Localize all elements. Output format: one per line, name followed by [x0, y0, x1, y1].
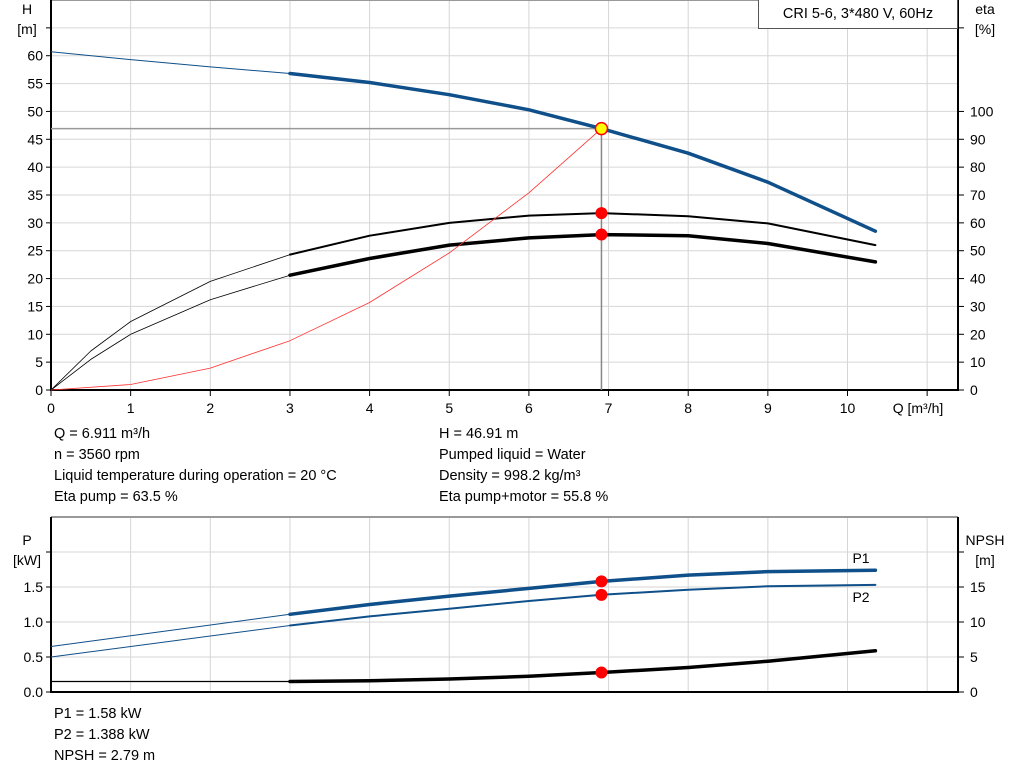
info-density: Density = 998.2 kg/m³	[439, 468, 581, 484]
x-tick-label: 6	[525, 400, 533, 416]
info-p1: P1 = 1.58 kW	[54, 706, 142, 722]
y-tick-label-left: 30	[27, 215, 43, 231]
curve-h	[288, 71, 878, 233]
y-tick-label-right: 100	[970, 103, 994, 119]
curve-p2-thin	[50, 625, 291, 658]
p2-point	[595, 588, 608, 601]
y-tick-label-right: 20	[970, 326, 986, 342]
info-h: H = 46.91 m	[439, 426, 519, 442]
curve-npsh	[288, 648, 878, 684]
eta-total-point	[595, 228, 608, 241]
y-tick-label-right: 80	[970, 159, 986, 175]
y-axis-label-right: NPSH	[966, 532, 1005, 548]
y-tick-label-left: 1.0	[24, 614, 44, 630]
y-tick-label-left: 20	[27, 271, 43, 287]
y-tick-label-right: 10	[970, 614, 986, 630]
y-tick-label-right: 30	[970, 298, 986, 314]
y-tick-label-right: 70	[970, 187, 986, 203]
eta-pump-point	[595, 207, 608, 220]
curve-eta-pump-thin	[50, 254, 291, 391]
curve-system-thin	[50, 128, 602, 391]
x-tick-label: 3	[286, 400, 294, 416]
y-tick-label-right: 0	[970, 382, 978, 398]
info-speed: n = 3560 rpm	[54, 447, 140, 463]
info-q: Q = 6.911 m³/h	[54, 426, 151, 442]
y-tick-label-left: 50	[27, 103, 43, 119]
x-tick-label: 2	[206, 400, 214, 416]
y-tick-label-left: 25	[27, 243, 43, 259]
curve-eta-pump-motor	[288, 232, 878, 277]
y-tick-label-right: 90	[970, 131, 986, 147]
y-tick-label-right: 0	[970, 684, 978, 700]
y-tick-label-right: 50	[970, 243, 986, 259]
y-tick-label-right: 40	[970, 271, 986, 287]
x-tick-label: 0	[47, 400, 55, 416]
y-tick-label-right: 10	[970, 354, 986, 370]
y-axis-label-right: [m]	[975, 552, 994, 568]
y-axis-label-left: [kW]	[13, 552, 41, 568]
y-tick-label-left: 5	[35, 354, 43, 370]
curve-h-thin	[50, 51, 291, 74]
y-tick-label-left: 60	[27, 48, 43, 64]
series-label-p2: P2	[852, 589, 869, 605]
x-axis-label: Q [m³/h]	[893, 400, 944, 416]
y-tick-label-left: 0	[35, 382, 43, 398]
y-axis-label-right: eta	[975, 1, 995, 17]
curve-p1	[288, 568, 878, 617]
y-tick-label-left: 1.5	[24, 579, 44, 595]
curve-p2	[289, 583, 877, 627]
x-tick-label: 1	[127, 400, 135, 416]
info-temperature: Liquid temperature during operation = 20…	[54, 468, 337, 484]
info-npsh: NPSH = 2.79 m	[54, 748, 156, 764]
y-axis-label-left: H	[22, 1, 32, 17]
curve-eta-pump	[289, 212, 877, 256]
y-tick-label-left: 45	[27, 131, 43, 147]
panel-1	[46, 516, 964, 693]
info-top-left: Q = 6.911 m³/h n = 3560 rpm Liquid tempe…	[54, 424, 337, 508]
y-tick-label-left: 0.0	[24, 684, 44, 700]
x-tick-label: 4	[366, 400, 374, 416]
series-label-p1: P1	[852, 550, 869, 566]
y-axis-label-left: [m]	[17, 21, 36, 37]
y-tick-label-left: 0.5	[24, 649, 44, 665]
info-bottom: P1 = 1.58 kW P2 = 1.388 kW NPSH = 2.79 m	[54, 704, 155, 767]
y-tick-label-left: 35	[27, 187, 43, 203]
y-tick-label-right: 60	[970, 215, 986, 231]
operating-point-marker	[594, 121, 609, 136]
chart-title-box: CRI 5-6, 3*480 V, 60Hz	[758, 0, 958, 29]
p1-point	[595, 575, 608, 588]
y-tick-label-right: 15	[970, 579, 986, 595]
chart-title: CRI 5-6, 3*480 V, 60Hz	[782, 6, 934, 22]
y-axis-label-right: [%]	[975, 21, 995, 37]
x-tick-label: 5	[445, 400, 453, 416]
x-tick-label: 9	[764, 400, 772, 416]
info-eta-pump: Eta pump = 63.5 %	[54, 489, 178, 505]
y-tick-label-left: 40	[27, 159, 43, 175]
panel-0	[46, 0, 964, 396]
curve-p1-thin	[50, 613, 291, 647]
x-tick-label: 8	[684, 400, 692, 416]
info-liquid: Pumped liquid = Water	[439, 447, 586, 463]
y-tick-label-left: 15	[27, 298, 43, 314]
info-p2: P2 = 1.388 kW	[54, 727, 150, 743]
x-tick-label: 10	[840, 400, 856, 416]
y-tick-label-left: 10	[27, 326, 43, 342]
curve-eta-pump-motor-thin	[50, 274, 291, 391]
y-axis-label-left: P	[22, 532, 31, 548]
y-tick-label-left: 55	[27, 76, 43, 92]
y-tick-label-right: 5	[970, 649, 978, 665]
info-eta-total: Eta pump+motor = 55.8 %	[439, 489, 609, 505]
x-tick-label: 7	[605, 400, 613, 416]
npsh-point	[595, 666, 608, 679]
info-top-right: H = 46.91 m Pumped liquid = Water Densit…	[439, 424, 608, 508]
